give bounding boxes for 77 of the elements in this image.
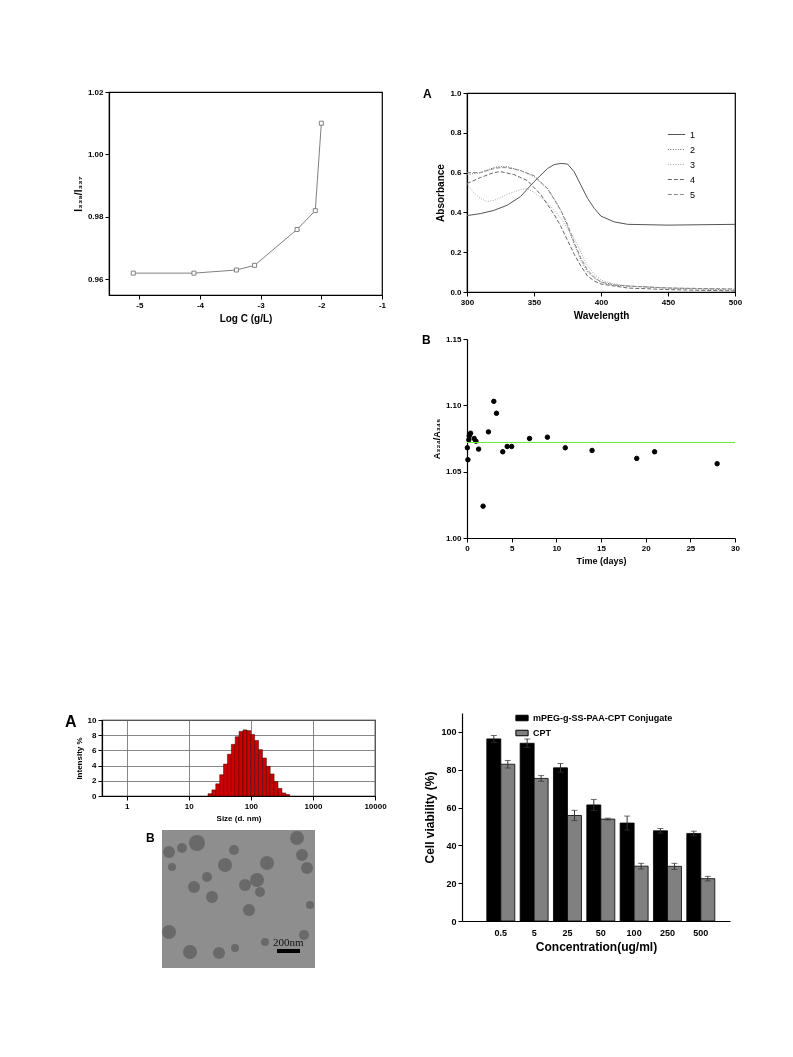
x-tick-label: 10 — [552, 543, 562, 553]
x-tick-label: 1000 — [304, 801, 323, 811]
y-tick-label: 10 — [87, 715, 98, 725]
x-tick-label: 400 — [594, 297, 609, 307]
x-tick-label: -5 — [136, 300, 144, 310]
y-tick-label: 20 — [446, 878, 457, 889]
x-tick-label: 250 — [659, 927, 675, 938]
x-tick-label: 15 — [597, 543, 607, 553]
x-tick-label: 500 — [693, 927, 709, 938]
x-tick-label: -1 — [378, 300, 387, 310]
y-tick-label: 0.2 — [450, 247, 463, 257]
x-axis-title: Log C (g/L) — [219, 312, 273, 324]
x-tick-label: 5 — [509, 543, 515, 553]
x-tick-label: 50 — [595, 927, 606, 938]
x-axis-title: Concentration(ug/ml) — [535, 939, 658, 954]
chart-title: A — [423, 87, 432, 101]
x-tick-label: 25 — [562, 927, 573, 938]
x-tick-label: 1 — [124, 801, 130, 811]
y-tick-label: 1.00 — [445, 533, 463, 543]
text: B — [146, 831, 155, 845]
legend-label: CPT — [533, 728, 552, 738]
y-tick-label: 1.02 — [87, 87, 105, 97]
x-tick-label: 0.5 — [494, 927, 508, 938]
x-tick-label: 0 — [465, 543, 471, 553]
chart-title: B — [422, 333, 431, 347]
y-tick-label: 1.05 — [445, 467, 463, 477]
y-tick-label: 0.0 — [450, 287, 463, 297]
y-tick-label: 100 — [441, 727, 457, 738]
x-tick-label: 30 — [731, 543, 741, 553]
y-tick-label: 1.0 — [450, 88, 463, 98]
y-tick-label: 0.96 — [87, 274, 105, 284]
x-tick-label: -2 — [318, 300, 326, 310]
x-tick-label: -3 — [257, 300, 266, 310]
x-tick-label: 25 — [686, 543, 696, 553]
y-tick-label: 0.4 — [450, 207, 463, 217]
y-axis-title: Intensity % — [74, 737, 84, 780]
x-axis-title: Size (d. nm) — [216, 813, 262, 823]
x-tick-label: 10 — [184, 801, 195, 811]
x-axis-title: Time (days) — [576, 555, 627, 566]
y-tick-label: 1.10 — [445, 400, 463, 410]
x-tick-label: 5 — [531, 927, 537, 938]
y-tick-label: 2 — [92, 776, 98, 786]
y-tick-label: 80 — [446, 765, 457, 776]
legend-label: 4 — [690, 174, 696, 185]
x-axis-title: Wavelength — [573, 309, 630, 321]
y-axis-title: Absorbance — [435, 163, 447, 222]
legend-label: mPEG-g-SS-PAA-CPT Conjugate — [533, 713, 673, 723]
x-tick-label: 20 — [641, 543, 652, 553]
x-tick-label: 350 — [527, 297, 542, 307]
legend-label: 2 — [690, 144, 696, 155]
y-tick-label: 0.98 — [87, 212, 105, 222]
y-tick-label: 4 — [92, 761, 98, 771]
x-tick-label: 450 — [661, 297, 676, 307]
legend-label: 3 — [690, 159, 696, 170]
y-tick-label: 0.8 — [450, 128, 463, 138]
y-tick-label: 60 — [446, 803, 457, 814]
y-axis-title: Cell viability (%) — [423, 771, 438, 864]
x-tick-label: 10000 — [364, 801, 388, 811]
y-tick-label: 0 — [451, 916, 457, 927]
text: 200nm — [273, 936, 304, 948]
legend-label: 1 — [690, 129, 696, 140]
y-tick-label: 1.15 — [445, 334, 463, 344]
y-tick-label: 40 — [446, 840, 457, 851]
x-tick-label: -4 — [196, 300, 205, 310]
y-tick-label: 1.00 — [87, 149, 105, 159]
y-axis-title: A₃₂₄/A₃₄₅ — [431, 418, 442, 460]
x-tick-label: 500 — [728, 297, 743, 307]
x-tick-label: 300 — [460, 297, 475, 307]
x-tick-label: 100 — [626, 927, 642, 938]
chart-title: A — [65, 713, 77, 730]
y-axis-title: I₃₃₉/I₃₃₇ — [72, 176, 84, 212]
y-tick-label: 0.6 — [450, 168, 463, 178]
x-tick-label: 100 — [244, 801, 259, 811]
y-tick-label: 6 — [92, 745, 98, 755]
y-tick-label: 0 — [92, 791, 98, 801]
y-tick-label: 8 — [92, 730, 98, 740]
legend-label: 5 — [690, 189, 696, 200]
